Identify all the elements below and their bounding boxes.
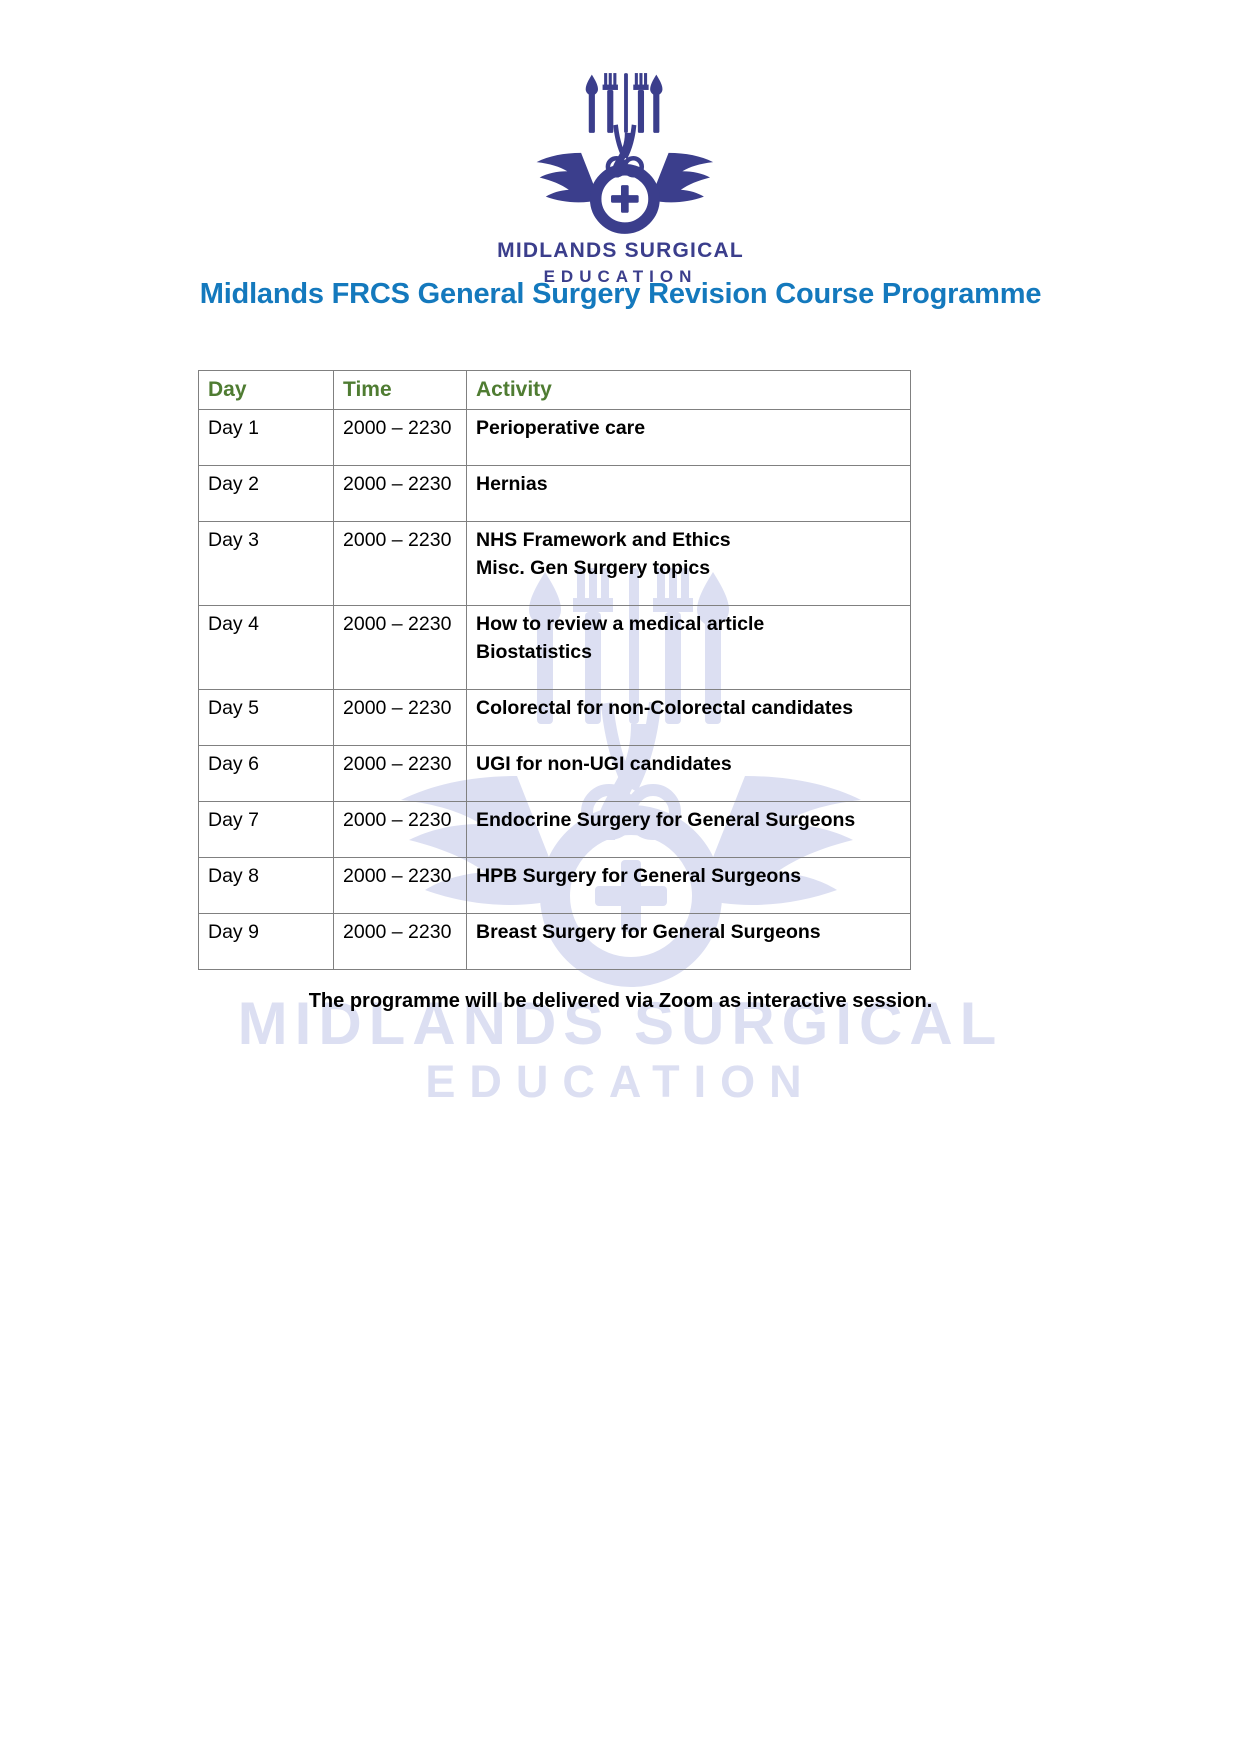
watermark-line-2: EDUCATION — [425, 1056, 816, 1108]
column-header-time: Time — [333, 370, 467, 410]
table-row: Day 1 2000 – 2230 Perioperative care — [198, 408, 911, 466]
activity-line: Perioperative care — [476, 416, 646, 439]
activity-line: Misc. Gen Surgery topics — [476, 556, 711, 579]
cell-time: 2000 – 2230 — [333, 800, 467, 858]
activity-line: UGI for non-UGI candidates — [476, 752, 732, 775]
activity-line: Hernias — [476, 472, 548, 495]
programme-table-body: Day 1 2000 – 2230 Perioperative care Day… — [198, 408, 911, 970]
cell-activity: HPB Surgery for General Surgeons — [466, 856, 911, 914]
cell-time: 2000 – 2230 — [333, 744, 467, 802]
column-header-day: Day — [198, 370, 334, 410]
table-row: Day 4 2000 – 2230 How to review a medica… — [198, 604, 911, 690]
cell-time: 2000 – 2230 — [333, 912, 467, 970]
logo-wordmark-line-1: MIDLANDS SURGICAL — [497, 239, 744, 262]
cell-day: Day 1 — [198, 408, 334, 466]
activity-line: Biostatistics — [476, 640, 592, 663]
cell-activity: How to review a medical article Biostati… — [466, 604, 911, 690]
cell-time: 2000 – 2230 — [333, 688, 467, 746]
activity-line: How to review a medical article — [476, 612, 765, 635]
delivery-note: The programme will be delivered via Zoom… — [308, 990, 933, 1012]
logo-wordmark-line-2: EDUCATION — [543, 267, 698, 286]
column-header-activity: Activity — [466, 370, 911, 410]
surgical-instruments-caduceus-logo-icon — [536, 73, 713, 234]
table-row: Day 6 2000 – 2230 UGI for non-UGI candid… — [198, 744, 911, 802]
cell-day: Day 8 — [198, 856, 334, 914]
cell-activity: Colorectal for non-Colorectal candidates — [466, 688, 911, 746]
cell-activity: Breast Surgery for General Surgeons — [466, 912, 911, 970]
table-row: Day 3 2000 – 2230 NHS Framework and Ethi… — [198, 520, 911, 606]
cell-day: Day 3 — [198, 520, 334, 606]
cell-time: 2000 – 2230 — [333, 604, 467, 690]
cell-time: 2000 – 2230 — [333, 408, 467, 466]
cell-day: Day 2 — [198, 464, 334, 522]
cell-activity: NHS Framework and Ethics Misc. Gen Surge… — [466, 520, 911, 606]
cell-day: Day 4 — [198, 604, 334, 690]
table-row: Day 7 2000 – 2230 Endocrine Surgery for … — [198, 800, 911, 858]
programme-table-container: Day Time Activity Day 1 2000 – 2230 Peri… — [198, 370, 911, 970]
activity-line: Breast Surgery for General Surgeons — [476, 920, 821, 943]
cell-time: 2000 – 2230 — [333, 856, 467, 914]
table-row: Day 8 2000 – 2230 HPB Surgery for Genera… — [198, 856, 911, 914]
cell-time: 2000 – 2230 — [333, 464, 467, 522]
table-row: Day 9 2000 – 2230 Breast Surgery for Gen… — [198, 912, 911, 970]
activity-line: NHS Framework and Ethics — [476, 528, 731, 551]
cell-activity: Hernias — [466, 464, 911, 522]
table-row: Day 5 2000 – 2230 Colorectal for non-Col… — [198, 688, 911, 746]
cell-activity: Perioperative care — [466, 408, 911, 466]
cell-day: Day 5 — [198, 688, 334, 746]
table-row: Day 2 2000 – 2230 Hernias — [198, 464, 911, 522]
page-title: Midlands FRCS General Surgery Revision C… — [199, 278, 1042, 310]
table-header-row: Day Time Activity — [198, 370, 911, 410]
cell-time: 2000 – 2230 — [333, 520, 467, 606]
activity-line: Colorectal for non-Colorectal candidates — [476, 696, 854, 719]
cell-day: Day 7 — [198, 800, 334, 858]
activity-line: HPB Surgery for General Surgeons — [476, 864, 802, 887]
organisation-logo: MIDLANDS SURGICAL EDUCATION — [0, 70, 1241, 287]
cell-day: Day 6 — [198, 744, 334, 802]
programme-table: Day Time Activity Day 1 2000 – 2230 Peri… — [198, 370, 911, 970]
cell-activity: UGI for non-UGI candidates — [466, 744, 911, 802]
cell-day: Day 9 — [198, 912, 334, 970]
cell-activity: Endocrine Surgery for General Surgeons — [466, 800, 911, 858]
activity-line: Endocrine Surgery for General Surgeons — [476, 808, 856, 831]
